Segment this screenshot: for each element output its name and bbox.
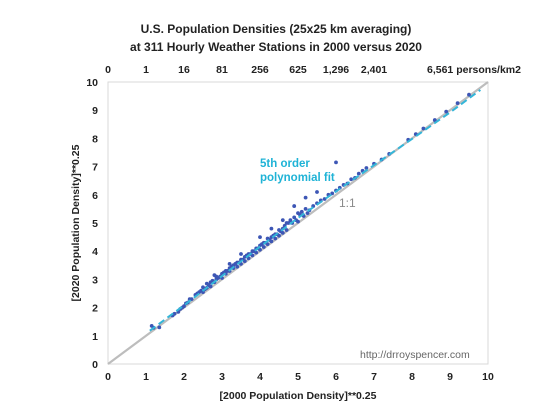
data-point-0-102: [330, 191, 335, 196]
top-axis-label-3: 81: [216, 64, 228, 76]
top-axis-label-6: 1,296: [323, 64, 349, 76]
chart-title-line1: U.S. Population Densities (25x25 km aver…: [141, 22, 412, 36]
y-tick-label-4: 4: [92, 246, 98, 258]
data-point-0-131: [334, 160, 338, 165]
data-point-0-126: [269, 226, 274, 231]
data-point-0-128: [292, 204, 297, 208]
data-point-0-84: [286, 221, 291, 225]
top-axis-label-0: 0: [105, 64, 111, 76]
data-point-0-4: [172, 311, 177, 316]
x-tick-label-8: 8: [409, 371, 415, 383]
data-point-0-107: [349, 177, 354, 182]
y-tick-label-1: 1: [92, 331, 98, 343]
y-tick-label-0: 0: [92, 359, 98, 371]
data-point-0-62: [258, 247, 262, 252]
data-point-0-8: [182, 304, 186, 309]
chart-title-line2: at 311 Hourly Weather Stations in 2000 v…: [130, 40, 422, 54]
source-url: http://drroyspencer.com: [360, 349, 470, 361]
top-axis-label-4: 256: [251, 64, 269, 76]
fit-annotation-line2: polynomial fit: [260, 172, 335, 184]
data-point-0-120: [455, 101, 460, 106]
data-point-0-71: [269, 239, 274, 244]
data-point-0-90: [296, 219, 300, 224]
data-point-0-65: [261, 245, 266, 249]
y-tick-label-2: 2: [92, 303, 98, 315]
top-axis-label-5: 625: [289, 64, 307, 76]
y-tick-label-7: 7: [92, 162, 98, 174]
data-point-0-68: [265, 242, 270, 247]
data-point-0-124: [239, 252, 243, 256]
y-tick-label-9: 9: [92, 105, 98, 117]
data-point-0-119: [444, 109, 449, 114]
x-tick-label-1: 1: [143, 371, 149, 383]
data-point-0-111: [364, 166, 369, 170]
x-tick-label-7: 7: [371, 371, 377, 383]
data-point-0-23: [208, 284, 213, 289]
data-point-0-94: [303, 207, 308, 211]
data-point-0-44: [235, 264, 240, 269]
x-tick-label-5: 5: [295, 371, 301, 383]
polynomial-fit-curve: [149, 89, 481, 332]
y-tick-label-5: 5: [92, 218, 98, 230]
data-point-0-92: [299, 209, 304, 214]
top-axis-labels: 0 1 16 81 256 625 1,296 2,401 6,561 persons/km2: [105, 64, 521, 76]
x-tick-label-6: 6: [333, 371, 339, 383]
data-point-0-50: [242, 259, 247, 263]
data-point-0-12: [189, 297, 194, 302]
data-point-0-122: [212, 273, 217, 278]
data-point-0-85: [288, 218, 293, 223]
x-tick-label-3: 3: [219, 371, 225, 383]
x-axis-tick-labels: 0 1 2 3 4 5 6 7 8 9 10: [105, 371, 494, 383]
data-point-0-130: [315, 190, 319, 194]
data-point-0-118: [432, 118, 437, 122]
y-tick-label-10: 10: [86, 77, 98, 89]
fit-annotation-line1: 5th order: [260, 158, 310, 170]
y-tick-label-3: 3: [92, 274, 98, 286]
data-point-0-2: [157, 325, 162, 330]
data-point-0-83: [284, 228, 289, 232]
top-axis-label-1: 1: [143, 64, 149, 76]
y-axis-tick-labels: 0 1 2 3 4 5 6 7 8 9 10: [86, 77, 98, 371]
data-point-0-109: [356, 171, 361, 176]
data-point-0-77: [277, 233, 281, 238]
y-tick-label-8: 8: [92, 133, 98, 145]
x-tick-label-10: 10: [482, 371, 494, 383]
data-point-0-74: [273, 236, 278, 241]
top-axis-label-8: 6,561 persons/km2: [427, 64, 521, 76]
data-point-0-95: [305, 211, 310, 216]
data-point-0-121: [467, 92, 471, 97]
data-point-0-80: [280, 230, 285, 235]
data-point-0-125: [258, 235, 262, 240]
one-to-one-annotation: 1:1: [339, 196, 356, 210]
top-axis-label-2: 16: [178, 64, 190, 76]
data-point-0-117: [421, 126, 426, 131]
x-tick-label-9: 9: [447, 371, 453, 383]
y-axis-title: [2020 Population Density]**0.25: [70, 144, 82, 301]
data-point-0-87: [292, 215, 297, 220]
data-point-0-123: [227, 261, 232, 266]
data-point-0-127: [280, 218, 285, 223]
x-tick-label-2: 2: [181, 371, 187, 383]
top-axis-label-7: 2,401: [361, 64, 387, 76]
x-tick-label-4: 4: [257, 371, 263, 383]
data-point-0-129: [303, 195, 308, 200]
y-tick-label-6: 6: [92, 190, 98, 202]
data-point-0-59: [254, 250, 259, 255]
x-axis-title: [2000 Population Density]**0.25: [220, 390, 377, 402]
x-tick-label-0: 0: [105, 371, 111, 383]
